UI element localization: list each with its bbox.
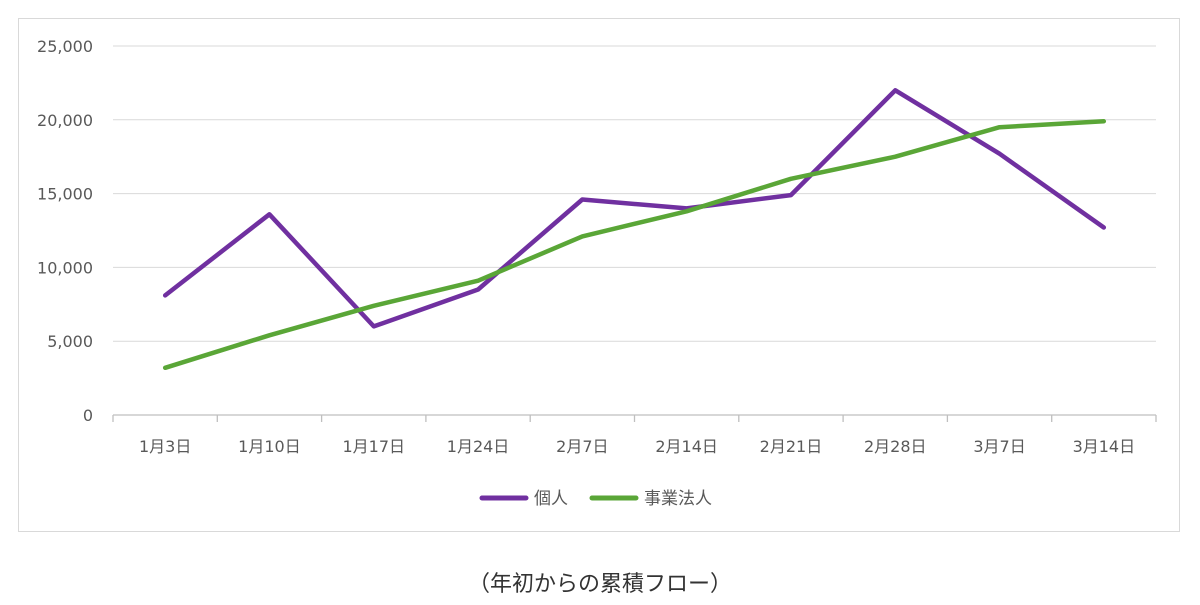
series-line-1 bbox=[162, 119, 1107, 371]
x-tick-label: 1月17日 bbox=[342, 437, 405, 456]
y-tick-label: 10,000 bbox=[37, 258, 93, 277]
gridlines bbox=[113, 45, 1156, 342]
y-axis-ticks: 0 5,000 10,000 15,000 20,000 25,000 bbox=[37, 37, 93, 425]
x-axis-ticks: 1月3日 1月10日 1月17日 1月24日 2月7日 2月14日 2月21日 2月28日 3月… bbox=[139, 437, 1135, 456]
x-tick-label: 1月3日 bbox=[139, 437, 191, 456]
chart-caption: （年初からの累積フロー） bbox=[467, 572, 732, 597]
chart-frame: 0 5,000 10,000 15,000 20,000 25,000 1月3日 1月10日… bbox=[18, 18, 1180, 532]
legend-label: 事業法人 bbox=[644, 489, 712, 509]
legend: 個人 事業法人 bbox=[479, 489, 712, 509]
x-tick-label: 2月21日 bbox=[760, 437, 823, 456]
y-tick-label: 0 bbox=[83, 406, 93, 425]
series-line-0 bbox=[162, 88, 1107, 329]
y-tick-label: 20,000 bbox=[37, 111, 93, 130]
x-tick-label: 1月24日 bbox=[447, 437, 510, 456]
x-tick-label: 2月28日 bbox=[864, 437, 927, 456]
x-tick-label: 3月7日 bbox=[973, 437, 1025, 456]
series-lines bbox=[162, 88, 1107, 371]
line-chart: 0 5,000 10,000 15,000 20,000 25,000 1月3日 1月10日… bbox=[37, 37, 1157, 509]
y-tick-label: 25,000 bbox=[37, 37, 93, 56]
legend-label: 個人 bbox=[534, 489, 568, 509]
x-tick-label: 2月14日 bbox=[655, 437, 718, 456]
x-axis bbox=[112, 414, 1157, 422]
x-tick-label: 1月10日 bbox=[238, 437, 301, 456]
y-tick-label: 5,000 bbox=[47, 332, 93, 351]
x-tick-label: 3月14日 bbox=[1073, 437, 1136, 456]
x-tick-label: 2月7日 bbox=[556, 437, 608, 456]
y-tick-label: 15,000 bbox=[37, 185, 93, 204]
